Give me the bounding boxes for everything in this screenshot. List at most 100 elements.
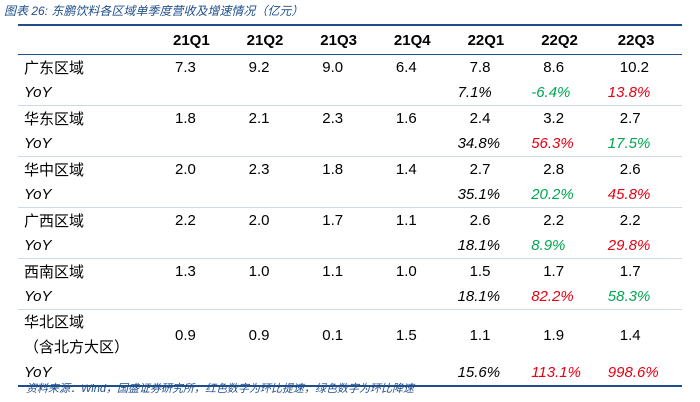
cell: 1.7 (543, 263, 565, 280)
table-row: YoY 18.1% 82.2% 58.3% (18, 284, 682, 310)
cell: 34.8% (453, 131, 528, 157)
cell (159, 360, 233, 387)
row-label: YoY (18, 233, 159, 259)
column-header: 22Q2 (527, 24, 604, 55)
table-row: YoY 7.1% -6.4% 13.8% (18, 80, 682, 106)
cell: 1.0 (395, 263, 417, 280)
cell: 45.8% (603, 182, 682, 208)
cell: 82.2% (527, 284, 604, 310)
cell (306, 80, 380, 106)
cell: 2.1 (248, 110, 270, 127)
cell: 2.2 (543, 212, 565, 229)
row-label-line: YoY (24, 84, 52, 101)
cell: 1.8 (322, 161, 344, 178)
cell (232, 284, 307, 310)
cell: 2.8 (543, 161, 565, 178)
cell (159, 131, 233, 157)
row-label-line: 广西区域 (24, 213, 85, 230)
cell: 1.0 (248, 263, 270, 280)
row-label: 西南区域 (18, 259, 159, 285)
cell: 8.6 (543, 59, 565, 76)
cell: 998.6% (603, 360, 682, 387)
cell: 2.6 (469, 212, 491, 229)
cell: 13.8% (603, 80, 682, 106)
cell (379, 360, 454, 387)
cell: 1.5 (395, 326, 417, 344)
cell: 8.9% (527, 233, 604, 259)
cell: 1.3 (175, 263, 196, 280)
cell: 1.9 (543, 326, 565, 344)
column-header: 21Q1 (159, 24, 233, 55)
cell: 2.7 (469, 161, 491, 178)
table-row: 广西区域 2.2 2.0 1.7 1.1 2.6 2.2 2.2 (18, 208, 682, 234)
cell (232, 182, 307, 208)
column-header: 21Q2 (232, 24, 307, 55)
row-label-line: 广东区域 (24, 60, 85, 77)
cell: 2.3 (248, 161, 270, 178)
cell: 7.1% (453, 80, 528, 106)
row-label: 广东区域 (18, 55, 159, 81)
row-label-line: YoY (24, 135, 52, 152)
cell: 15.6% (453, 360, 528, 387)
column-header: 21Q4 (379, 24, 454, 55)
table-row: YoY 35.1% 20.2% 45.8% (18, 182, 682, 208)
cell: 29.8% (603, 233, 682, 259)
cell: 7.8 (469, 59, 491, 76)
table-row: 华中区域 2.0 2.3 1.8 1.4 2.7 2.8 2.6 (18, 157, 682, 183)
cell (379, 284, 454, 310)
cell: 17.5% (603, 131, 682, 157)
cell: 1.7 (619, 263, 641, 280)
cell: 18.1% (453, 284, 528, 310)
figure-title: 图表 26: 东鹏饮料各区域单季度营收及增速情况（亿元） (4, 4, 304, 18)
cell: 1.1 (469, 326, 491, 344)
cell (232, 360, 307, 387)
row-label: YoY (18, 80, 159, 106)
cell: 2.2 (619, 212, 641, 229)
column-header: 21Q3 (306, 24, 380, 55)
cell: 1.4 (395, 161, 417, 178)
cell: 9.2 (248, 59, 270, 76)
cell (379, 182, 454, 208)
cell: 2.2 (175, 212, 196, 229)
cell (159, 182, 233, 208)
cell (232, 233, 307, 259)
cell: 58.3% (603, 284, 682, 310)
cell (159, 284, 233, 310)
header-row: 21Q1 21Q2 21Q3 21Q4 22Q1 22Q2 22Q3 (18, 24, 682, 55)
cell: 2.0 (175, 161, 196, 178)
row-label-line: YoY (24, 237, 52, 254)
cell (232, 131, 307, 157)
cell: 56.3% (527, 131, 604, 157)
cell: 10.2 (619, 59, 649, 76)
cell (159, 80, 233, 106)
cell: 3.2 (543, 110, 565, 127)
cell: 2.0 (248, 212, 270, 229)
row-label-line: 华北区域 (24, 314, 85, 331)
cell (379, 233, 454, 259)
table-row: 广东区域 7.3 9.2 9.0 6.4 7.8 8.6 10.2 (18, 55, 682, 81)
row-label-line: YoY (24, 364, 52, 381)
table-row: 华东区域 1.8 2.1 2.3 1.6 2.4 3.2 2.7 (18, 106, 682, 132)
row-label-line: 华东区域 (24, 111, 85, 128)
cell (232, 80, 307, 106)
table-row: 华北区域 （含北方大区） 0.9 0.9 0.1 1.5 1.1 1.9 1.4 (18, 310, 682, 361)
cell: 113.1% (527, 360, 604, 387)
column-header: 22Q3 (603, 24, 682, 55)
cell: 35.1% (453, 182, 528, 208)
cell: 2.6 (619, 161, 641, 178)
cell (379, 131, 454, 157)
table: 21Q1 21Q2 21Q3 21Q4 22Q1 22Q2 22Q3 广东区域 7.3 9.2 9… (18, 24, 682, 387)
cell (306, 131, 380, 157)
cell: 2.4 (469, 110, 491, 127)
cell: 9.0 (322, 59, 344, 76)
cell (306, 233, 380, 259)
cell: 2.3 (322, 110, 344, 127)
cell: 2.7 (619, 110, 641, 127)
cell: 7.3 (175, 59, 196, 76)
cell: 20.2% (527, 182, 604, 208)
table-row: YoY 34.8% 56.3% 17.5% (18, 131, 682, 157)
cell (306, 284, 380, 310)
cell: 1.1 (395, 212, 417, 229)
header-cell (18, 24, 159, 55)
